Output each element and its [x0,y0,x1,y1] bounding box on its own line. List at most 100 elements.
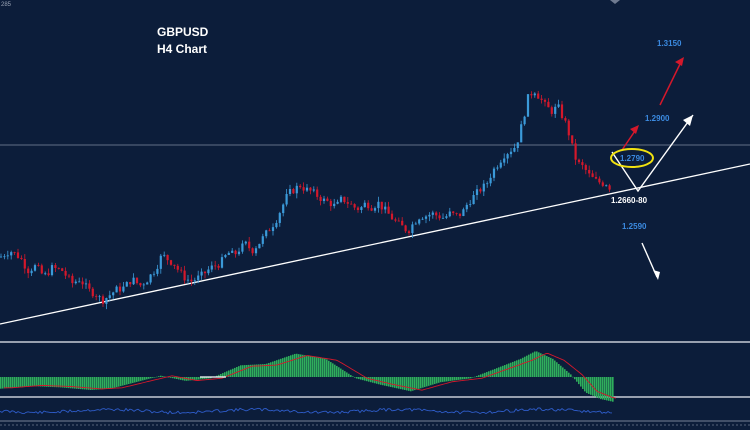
histogram-bar [244,365,246,377]
axis-fragment-label: 285 [1,2,12,8]
histogram-bar [198,377,200,380]
histogram-bar [440,377,442,383]
candle-body [54,265,57,269]
histogram-bar [216,375,218,377]
candle-body [98,296,101,298]
white-up-arrowhead [683,115,693,126]
histogram-bar [36,377,38,387]
histogram-bar [556,362,558,377]
candle-body [6,255,9,257]
histogram-bar [280,358,282,377]
histogram-bar [424,377,426,388]
histogram-bar [286,356,288,377]
histogram-bar [490,370,492,377]
histogram-bar [370,377,372,383]
histogram-bar [224,372,226,377]
candle-body [37,265,40,266]
histogram-bar [368,377,370,382]
target-mid-label: 1.2900 [645,114,670,123]
histogram-bar [460,377,462,380]
candle-body [268,230,271,232]
histogram-bar [540,353,542,377]
candle-body [67,275,71,277]
histogram-bar [30,377,32,387]
histogram-bar [550,357,552,377]
candle-body [241,243,244,252]
histogram-bar [292,354,294,377]
histogram-bar [92,377,94,390]
histogram-bar [260,364,262,377]
histogram-bar [452,377,454,381]
histogram-bar [528,354,530,377]
candle-body [156,268,159,274]
histogram-bar [226,371,228,377]
histogram-bar [102,377,104,390]
histogram-bar [506,364,508,377]
histogram-bar [314,356,316,377]
candle-body [163,254,166,256]
candle-body [275,222,278,228]
histogram-bar [256,364,258,377]
candle-body [33,265,37,271]
histogram-bar [94,377,96,390]
histogram-bar [252,364,254,377]
histogram-bar [230,369,232,377]
histogram-bar [436,377,438,384]
histogram-bar [366,377,368,382]
histogram-bar [362,377,364,381]
histogram-bar [402,377,404,390]
candle-body [169,260,173,265]
histogram-bar [430,377,432,386]
candle-body [118,286,122,292]
histogram-bar [446,377,448,382]
candle-body [152,273,156,275]
target-low-label: 1.2590 [622,222,647,231]
candle-body [486,183,489,185]
candle-body [601,182,604,186]
histogram-bar [324,358,326,377]
histogram-bar [346,372,348,377]
histogram-bar [194,377,196,380]
candle-body [23,258,26,269]
candle-body [438,215,441,219]
candle-body [326,198,329,201]
histogram-bar [450,377,452,381]
candle-body [377,201,380,209]
histogram-bar [306,355,308,377]
histogram-bar [8,377,10,389]
histogram-bar [178,377,180,380]
histogram-bar [76,377,78,389]
histogram-bar [348,373,350,377]
histogram-bar [410,377,412,392]
histogram-bar [546,356,548,377]
histogram-bar [170,377,172,378]
candle-body [588,169,591,174]
histogram-bar [206,377,208,379]
histogram-bar [220,373,222,377]
candle-body [50,265,54,276]
histogram-bar [168,377,170,378]
histogram-bar [56,377,58,388]
candle-body [146,282,149,285]
candle-body [190,279,193,282]
histogram-bar [350,375,352,377]
candle-body [526,94,530,117]
histogram-bar [278,359,280,377]
candle-body [394,219,397,221]
histogram-bar [254,364,256,377]
histogram-bar [474,376,476,378]
histogram-bar [604,377,606,400]
histogram-bar [548,356,550,377]
histogram-bar [248,364,250,377]
histogram-bar [128,377,130,385]
white-down-arrowhead [653,270,660,280]
histogram-bar [590,377,592,395]
histogram-bar [44,377,46,387]
histogram-bar [414,377,416,391]
histogram-bar [282,358,284,377]
candle-body [44,273,47,275]
histogram-bar [568,372,570,377]
candle-body [217,265,220,268]
